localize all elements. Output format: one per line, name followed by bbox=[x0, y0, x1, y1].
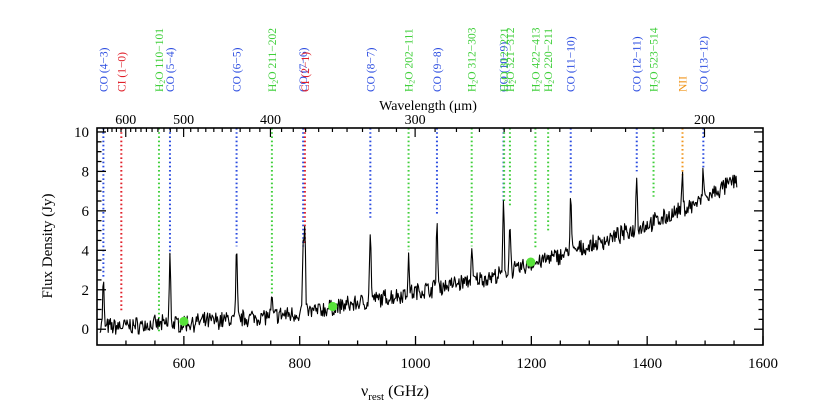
top-tick-label: 200 bbox=[694, 113, 715, 128]
photometry-points bbox=[179, 257, 536, 326]
x-tick-label: 600 bbox=[173, 356, 196, 372]
top-tick-label: 600 bbox=[115, 113, 136, 128]
x-axis-title-unit: (GHz) bbox=[388, 383, 429, 400]
y-tick-label: 4 bbox=[82, 243, 90, 259]
y-tick-label: 6 bbox=[82, 204, 90, 220]
plot-frame bbox=[96, 127, 764, 346]
line-label-13: H2O 312−221 bbox=[499, 27, 512, 92]
x-axis-title-subscript: rest bbox=[368, 391, 384, 403]
x-axis-title-symbol: ν bbox=[361, 383, 368, 400]
line-label-12: CO (10−9) bbox=[499, 42, 511, 92]
line-label-20: NII bbox=[678, 76, 690, 92]
line-label-19: H2O 523−514 bbox=[649, 27, 662, 92]
line-label-9: H2O 202−111 bbox=[404, 28, 417, 92]
line-label-3: CO (5−4) bbox=[165, 47, 177, 92]
line-label-8: CO (8−7) bbox=[365, 47, 377, 92]
y-tick-label: 0 bbox=[82, 322, 90, 338]
line-label-18: CO (12−11) bbox=[632, 36, 644, 92]
line-label-0: CO (4−3) bbox=[98, 47, 110, 92]
y-tick-label: 10 bbox=[74, 125, 89, 141]
y-tick-label: 2 bbox=[82, 283, 90, 299]
line-label-6: CO (7−6) bbox=[298, 47, 310, 92]
line-label-10: CO (9−8) bbox=[432, 47, 444, 92]
plot-area-border bbox=[96, 127, 764, 346]
top-tick-label: 400 bbox=[260, 113, 281, 128]
x-tick-label: 1000 bbox=[401, 356, 431, 372]
top-axis-title: Wavelength (μm) bbox=[379, 99, 477, 114]
y-tick-label: 8 bbox=[82, 164, 90, 180]
line-markers bbox=[102, 128, 705, 334]
line-label-21: CO (13−12) bbox=[698, 36, 710, 92]
line-label-15: H2O 422−413 bbox=[530, 27, 543, 92]
line-label-1: CI (1−0) bbox=[116, 52, 128, 92]
y-axis-title: Flux Density (Jy) bbox=[40, 193, 56, 298]
line-label-7: CI (2−1) bbox=[300, 52, 312, 92]
axis-ticks: 600 800 1000 1200 1400 1600 0 2 4 6 8 10 600 500 400 30… bbox=[74, 113, 778, 372]
x-tick-label: 800 bbox=[288, 356, 311, 372]
spectrum bbox=[99, 167, 738, 335]
x-tick-label: 1400 bbox=[632, 356, 662, 372]
spectrum-line bbox=[99, 167, 738, 335]
line-labels: CO (4−3) CI (1−0) H2O 110−101 CO (5−4) CO (6… bbox=[98, 27, 710, 92]
photometry-point-0 bbox=[179, 316, 189, 326]
line-label-5: H2O 211−202 bbox=[267, 28, 280, 92]
top-tick-label: 500 bbox=[173, 113, 194, 128]
line-label-17: CO (11−10) bbox=[566, 36, 578, 92]
photometry-point-2 bbox=[526, 257, 536, 267]
line-label-14: H2O 321−312 bbox=[505, 27, 518, 92]
line-label-2: H2O 110−101 bbox=[154, 28, 167, 92]
top-tick-label: 300 bbox=[405, 113, 426, 128]
x-tick-label: 1200 bbox=[516, 356, 546, 372]
line-label-4: CO (6−5) bbox=[232, 47, 244, 92]
x-axis-title: νrest (GHz) bbox=[361, 383, 429, 403]
line-label-11: H2O 312−303 bbox=[467, 27, 480, 92]
line-label-16: H2O 220−211 bbox=[543, 28, 556, 92]
photometry-point-1 bbox=[328, 301, 338, 312]
x-tick-label: 1600 bbox=[748, 356, 778, 372]
